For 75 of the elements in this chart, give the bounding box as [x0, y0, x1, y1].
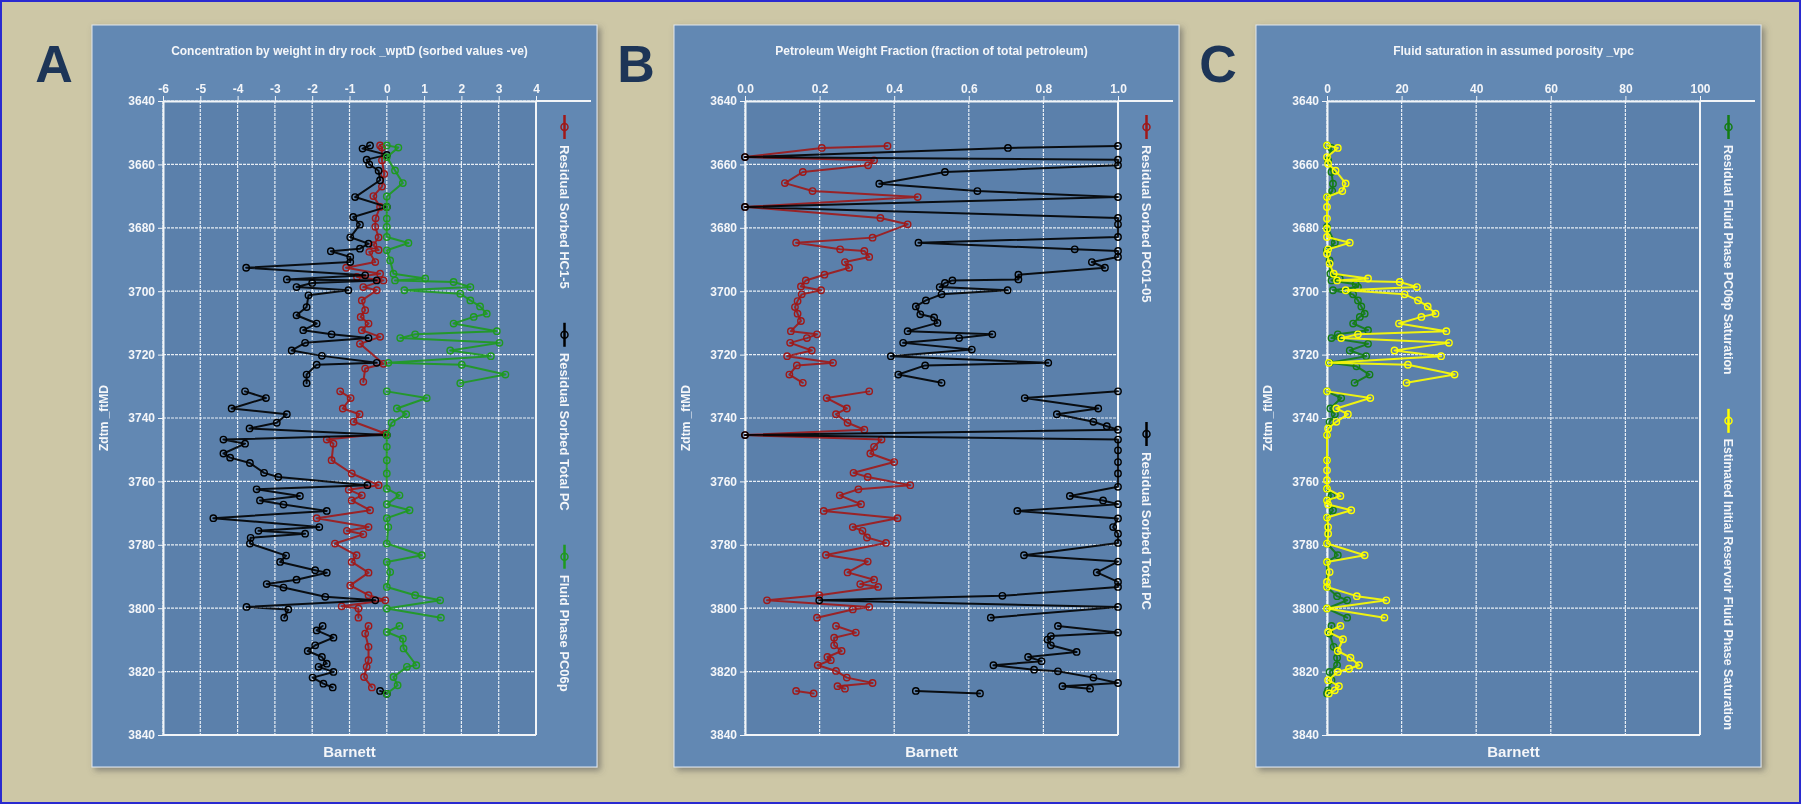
- x-tick-label: 1.0: [1110, 82, 1128, 96]
- legend-label: Estimated Initial Reservoir Fluid Phase Saturation: [1720, 438, 1735, 730]
- y-tick-label: 3660: [128, 157, 156, 172]
- y-tick-label: 3780: [1292, 538, 1320, 553]
- x-tick-label: 0.6: [960, 82, 978, 96]
- y-axis-title: Zdtm _ftMD: [1261, 384, 1275, 451]
- x-tick-label: 0.2: [811, 82, 829, 96]
- y-tick-label: 3680: [710, 221, 738, 236]
- x-tick-label: -1: [344, 82, 356, 96]
- legend-label: Fluid Phase PC06p: [556, 574, 572, 692]
- y-tick-label: 3700: [1292, 284, 1320, 299]
- text: B: [617, 35, 655, 93]
- x-tick-label: -6: [158, 82, 170, 96]
- legend-label: Residual Sorbed PC01-05: [1138, 145, 1154, 303]
- x-tick-label: 0.0: [737, 82, 755, 96]
- x-axis-title: Concentration by weight in dry rock _wptD (sorbed values -ve): [171, 44, 528, 58]
- y-tick-label: 3640: [710, 94, 738, 109]
- text: Barnett: [323, 743, 376, 760]
- y-tick-label: 3660: [710, 157, 738, 172]
- y-tick-label: 3820: [710, 664, 738, 679]
- y-tick-label: 3840: [710, 728, 738, 743]
- y-tick-label: 3820: [1292, 664, 1320, 679]
- x-tick-label: -3: [270, 82, 282, 96]
- y-tick-label: 3800: [710, 601, 738, 616]
- y-tick-label: 3720: [710, 347, 738, 362]
- x-tick-label: 0: [1324, 82, 1332, 96]
- x-tick-label: -4: [232, 82, 244, 96]
- x-axis-title: Petroleum Weight Fraction (fraction of total petroleum): [775, 44, 1088, 58]
- y-tick-label: 3820: [128, 664, 156, 679]
- y-tick-label: 3720: [128, 347, 156, 362]
- x-axis-title: Fluid saturation in assumed porosity _vpc: [1393, 44, 1635, 58]
- y-axis-title: Zdtm _ftMD: [679, 384, 693, 451]
- x-tick-label: 3: [495, 82, 503, 96]
- y-tick-label: 3720: [1292, 347, 1320, 362]
- y-tick-label: 3640: [1292, 94, 1320, 109]
- text: Barnett: [1487, 743, 1540, 760]
- y-tick-label: 3760: [128, 474, 156, 489]
- x-tick-label: 60: [1544, 82, 1559, 96]
- y-tick-label: 3680: [1292, 221, 1320, 236]
- y-tick-label: 3680: [128, 221, 156, 236]
- y-tick-label: 3800: [1292, 601, 1320, 616]
- y-tick-label: 3780: [710, 538, 738, 553]
- legend-label: Residual Sorbed HC1-5: [556, 145, 572, 289]
- y-tick-label: 3800: [128, 601, 156, 616]
- text: A: [35, 35, 73, 93]
- y-tick-label: 3760: [710, 474, 738, 489]
- y-tick-label: 3740: [710, 411, 738, 426]
- text: C: [1199, 35, 1237, 93]
- text: Barnett: [905, 743, 958, 760]
- x-tick-label: -2: [307, 82, 319, 96]
- x-tick-label: 40: [1470, 82, 1484, 96]
- y-tick-label: 3640: [128, 94, 156, 109]
- x-tick-label: 0.4: [886, 82, 904, 96]
- y-tick-label: 3660: [1292, 157, 1320, 172]
- y-tick-label: 3700: [128, 284, 156, 299]
- x-tick-label: 100: [1690, 82, 1711, 96]
- y-tick-label: 3740: [1292, 411, 1320, 426]
- y-tick-label: 3840: [1292, 728, 1320, 743]
- legend-label: Residual Sorbed Total PC: [1138, 452, 1154, 611]
- legend-label: Residual Fluid Phase PC06p Saturation: [1720, 145, 1735, 375]
- y-tick-label: 3840: [128, 728, 156, 743]
- x-tick-label: 20: [1395, 82, 1410, 96]
- legend-label: Residual Sorbed Total PC: [556, 352, 572, 512]
- x-tick-label: 1: [421, 82, 429, 96]
- x-tick-label: 80: [1619, 82, 1633, 96]
- y-tick-label: 3700: [710, 284, 738, 299]
- y-tick-label: 3780: [128, 538, 156, 553]
- y-tick-label: 3760: [1292, 474, 1320, 489]
- x-tick-label: -5: [195, 82, 207, 96]
- x-tick-label: 0.8: [1035, 82, 1053, 96]
- y-axis-title: Zdtm _ftMD: [97, 384, 111, 451]
- x-tick-label: 2: [458, 82, 466, 96]
- x-tick-label: 4: [533, 82, 541, 96]
- x-tick-label: 0: [383, 82, 391, 96]
- y-tick-label: 3740: [128, 411, 156, 426]
